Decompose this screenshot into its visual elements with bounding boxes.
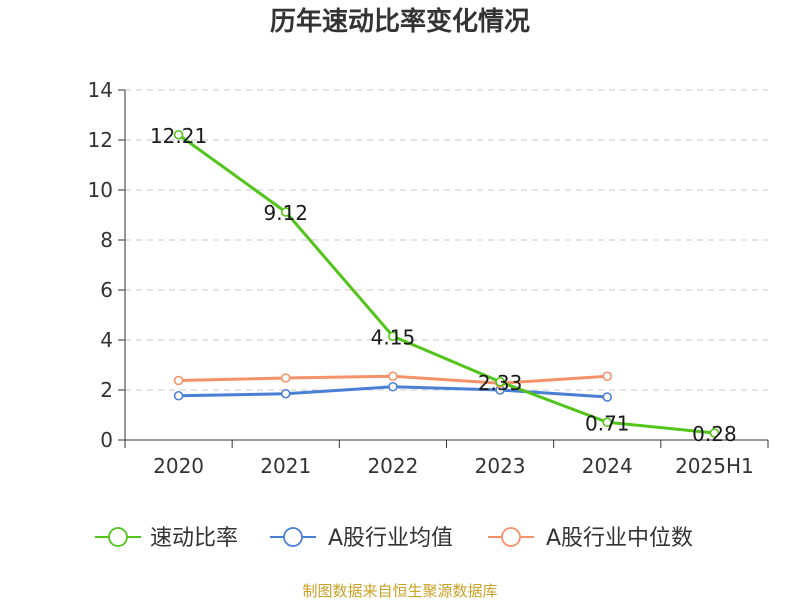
series-line	[177, 133, 715, 435]
data-point	[709, 428, 720, 438]
series-2	[173, 371, 613, 389]
source-note: 制图数据来自恒生聚源数据库	[302, 582, 497, 600]
x-tick-label: 2023	[475, 454, 526, 478]
x-tick-label: 2021	[260, 454, 311, 478]
data-label: 0.28	[692, 422, 737, 446]
x-tick-label: 2025H1	[675, 454, 754, 478]
legend-item-1[interactable]: A股行业均值	[270, 526, 453, 551]
legend[interactable]: 速动比率 A股行业均值 A股行业中位数	[95, 526, 693, 551]
data-label: 0.71	[585, 411, 630, 435]
y-tick-label: 0	[100, 428, 113, 452]
data-point	[173, 390, 184, 401]
series-group	[173, 129, 720, 438]
legend-marker-icon	[283, 527, 303, 547]
axes: 0 2 4 6 8 10 12 14 2020 2021 2022 2023 2024 2025H1	[88, 78, 769, 478]
data-label: 4.15	[371, 325, 416, 349]
data-point	[280, 373, 291, 383]
y-tick-label: 12	[88, 128, 113, 152]
legend-marker-icon	[501, 527, 521, 547]
x-tick-label: 2022	[367, 454, 418, 478]
legend-item-0[interactable]: 速动比率	[95, 526, 238, 551]
data-point	[388, 331, 398, 342]
x-tick-label: 2020	[153, 454, 204, 478]
data-point	[280, 388, 291, 399]
y-tick-label: 2	[100, 378, 113, 402]
data-point	[602, 417, 613, 428]
legend-label: A股行业均值	[328, 526, 453, 551]
y-tick-label: 6	[100, 278, 113, 302]
grid	[125, 89, 768, 391]
data-labels: 12.21 9.12 4.15 2.33 0.71 0.28	[150, 124, 737, 446]
legend-label: A股行业中位数	[546, 526, 693, 551]
data-point	[602, 371, 613, 382]
y-tick-label: 14	[88, 78, 113, 102]
data-label: 2.33	[478, 371, 523, 395]
legend-label: 速动比率	[150, 526, 238, 551]
data-point	[280, 207, 291, 217]
chart-title: 历年速动比率变化情况	[270, 6, 530, 37]
y-tick-label: 8	[100, 228, 113, 252]
data-point	[495, 376, 505, 387]
series-0	[173, 129, 720, 438]
y-tick-label: 10	[88, 178, 113, 202]
data-point	[173, 375, 184, 386]
data-point	[602, 392, 613, 402]
series-1	[173, 381, 613, 402]
data-label: 9.12	[263, 201, 308, 225]
x-tick-label: 2024	[582, 454, 633, 478]
data-point	[173, 129, 184, 140]
y-tick-label: 4	[100, 328, 113, 352]
legend-item-2[interactable]: A股行业中位数	[488, 526, 693, 551]
legend-marker-icon	[108, 527, 128, 547]
data-label: 12.21	[150, 124, 207, 148]
data-point	[388, 381, 398, 392]
data-point	[388, 371, 398, 382]
